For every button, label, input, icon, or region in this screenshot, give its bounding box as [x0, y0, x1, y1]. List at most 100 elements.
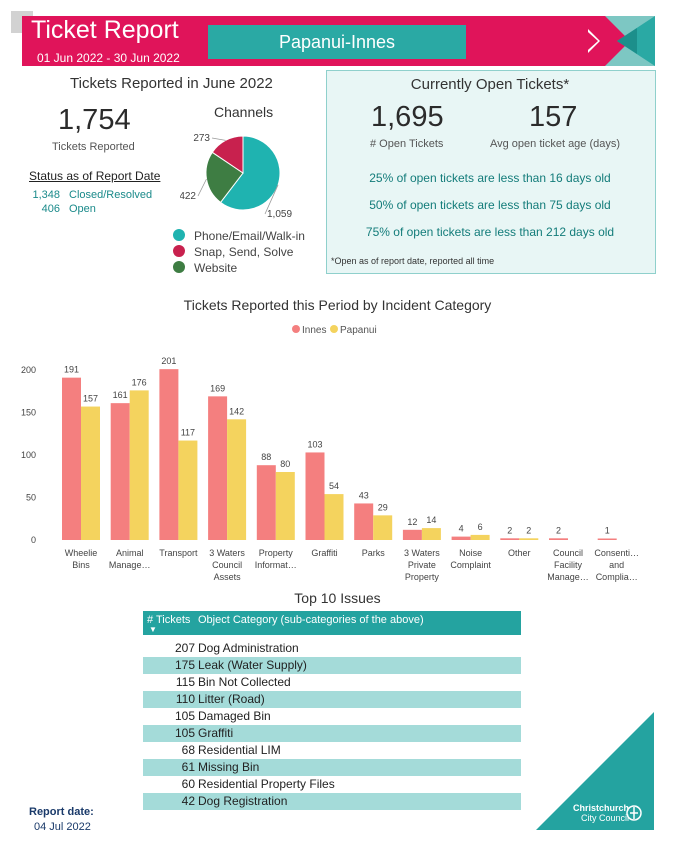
channels-pie-chart: 1,059 422 273: [180, 133, 292, 220]
status-closed-label: Closed/Resolved: [69, 189, 153, 201]
bar-value-label: 142: [229, 406, 244, 416]
ticket-count-cell: 115: [175, 675, 195, 689]
avg-age-label: Avg open ticket age (days): [490, 138, 621, 150]
avg-age-value: 157: [529, 101, 578, 133]
pie-slice-2: [205, 151, 244, 204]
pie-label-2: 422: [180, 191, 196, 202]
legend-dot-website: [173, 261, 185, 273]
category-cell: Litter (Road): [198, 692, 265, 706]
bar-value-label: 12: [407, 517, 417, 527]
bar-papanui-6: [373, 515, 393, 540]
x-tick-label: Facility: [554, 560, 583, 570]
bar-value-label: 161: [113, 390, 128, 400]
open-age-quartile-25: 25% of open tickets are less than 16 day…: [369, 171, 611, 185]
category-cell: Damaged Bin: [198, 709, 271, 723]
bar-papanui-1: [129, 390, 149, 540]
category-cell: Dog Registration: [198, 794, 288, 808]
table-row[interactable]: 68 Residential LIM: [143, 742, 521, 759]
bar-value-label: 54: [329, 481, 339, 491]
bar-papanui-8: [470, 534, 490, 540]
bar-value-label: 2: [526, 525, 531, 535]
y-tick-label: 50: [26, 493, 36, 503]
legend-marker-innes: [292, 325, 300, 333]
y-tick-label: 0: [31, 535, 36, 545]
ticket-count-cell: 105: [174, 709, 195, 723]
bar-value-label: 2: [556, 525, 561, 535]
x-tick-label: Complia…: [596, 572, 638, 582]
bar-value-label: 176: [132, 377, 147, 387]
category-cell: Graffiti: [198, 726, 234, 740]
bar-innes-2: [159, 369, 179, 540]
tickets-reported-label: Tickets Reported: [52, 141, 135, 153]
x-tick-label: Manage…: [109, 560, 151, 570]
bar-value-label: 103: [307, 439, 322, 449]
pie-leader-2: [197, 178, 207, 197]
ticket-count-cell: 42: [181, 794, 195, 808]
bar-value-label: 117: [181, 428, 195, 438]
bar-value-label: 88: [261, 452, 271, 462]
table-row[interactable]: 207 Dog Administration: [143, 640, 521, 657]
category-cell: Bin Not Collected: [198, 675, 291, 689]
bar-innes-11: [597, 538, 617, 540]
top10-table-header: # Tickets ▼ Object Category (sub-categor…: [143, 611, 521, 635]
x-tick-label: and: [609, 560, 624, 570]
top10-title: Top 10 Issues: [294, 590, 381, 606]
legend-label-website: Website: [194, 261, 238, 275]
category-cell: Leak (Water Supply): [198, 658, 307, 672]
pie-leader-3: [211, 137, 226, 141]
x-tick-label: Council: [212, 560, 242, 570]
bar-papanui-7: [421, 528, 441, 540]
legend-label-papanui: Papanui: [340, 325, 377, 336]
ticket-count-cell: 175: [174, 658, 195, 672]
bar-legend: Innes Papanui: [292, 325, 377, 336]
x-tick-label: Complaint: [450, 560, 491, 570]
bar-innes-1: [110, 403, 130, 540]
table-row[interactable]: 105 Damaged Bin: [143, 708, 521, 725]
bar-value-label: 4: [459, 524, 464, 534]
bar-innes-9: [500, 538, 520, 540]
bar-papanui-3: [227, 419, 247, 540]
x-tick-label: 3 Waters: [404, 548, 440, 558]
legend-dot-snap: [173, 245, 185, 257]
table-row[interactable]: 110 Litter (Road): [143, 691, 521, 708]
bar-value-label: 14: [426, 515, 436, 525]
bar-papanui-2: [178, 440, 198, 540]
bar-innes-10: [549, 538, 568, 540]
bar-value-label: 29: [378, 502, 388, 512]
ticket-count-cell: 105: [174, 726, 195, 740]
tickets-reported-count: 1,754: [58, 104, 131, 136]
bar-papanui-0: [81, 406, 100, 540]
bar-papanui-9: [519, 538, 539, 540]
x-tick-label: Parks: [362, 548, 386, 558]
table-row[interactable]: 42 Dog Registration: [143, 793, 521, 810]
table-row[interactable]: 105 Graffiti: [143, 725, 521, 742]
bar-innes-7: [402, 529, 422, 540]
sort-desc-icon[interactable]: ▼: [149, 625, 157, 634]
table-row[interactable]: 115 Bin Not Collected: [143, 674, 521, 691]
table-row[interactable]: 175 Leak (Water Supply): [143, 657, 521, 674]
table-row[interactable]: 60 Residential Property Files: [143, 776, 521, 793]
col-header-tickets[interactable]: # Tickets: [147, 614, 191, 626]
status-open-count: 406: [41, 203, 60, 215]
bar-value-label: 6: [478, 522, 483, 532]
council-logo: Christchurch City Council: [573, 803, 629, 823]
open-tickets-footnote: *Open as of report date, reported all ti…: [331, 256, 495, 266]
bar-innes-3: [208, 396, 228, 540]
category-cell: Dog Administration: [198, 641, 299, 655]
y-tick-label: 150: [21, 408, 36, 418]
status-title: Status as of Report Date: [29, 169, 161, 183]
logo-line-1: Christchurch: [573, 803, 630, 813]
bar-value-label: 201: [161, 356, 176, 366]
x-tick-label: Other: [508, 548, 531, 558]
col-header-category[interactable]: Object Category (sub-categories of the a…: [198, 614, 424, 626]
ticket-count-cell: 68: [181, 743, 195, 757]
x-tick-label: Bins: [72, 560, 90, 570]
open-tickets-panel: [326, 70, 656, 274]
x-tick-label: Animal: [116, 548, 144, 558]
x-tick-label: 3 Waters: [209, 548, 245, 558]
report-date-value: 04 Jul 2022: [34, 821, 91, 833]
pie-label-1: 1,059: [267, 209, 292, 220]
x-tick-label: Informat…: [255, 560, 297, 570]
ticket-count-cell: 110: [175, 692, 195, 706]
table-row[interactable]: 61 Missing Bin: [143, 759, 521, 776]
